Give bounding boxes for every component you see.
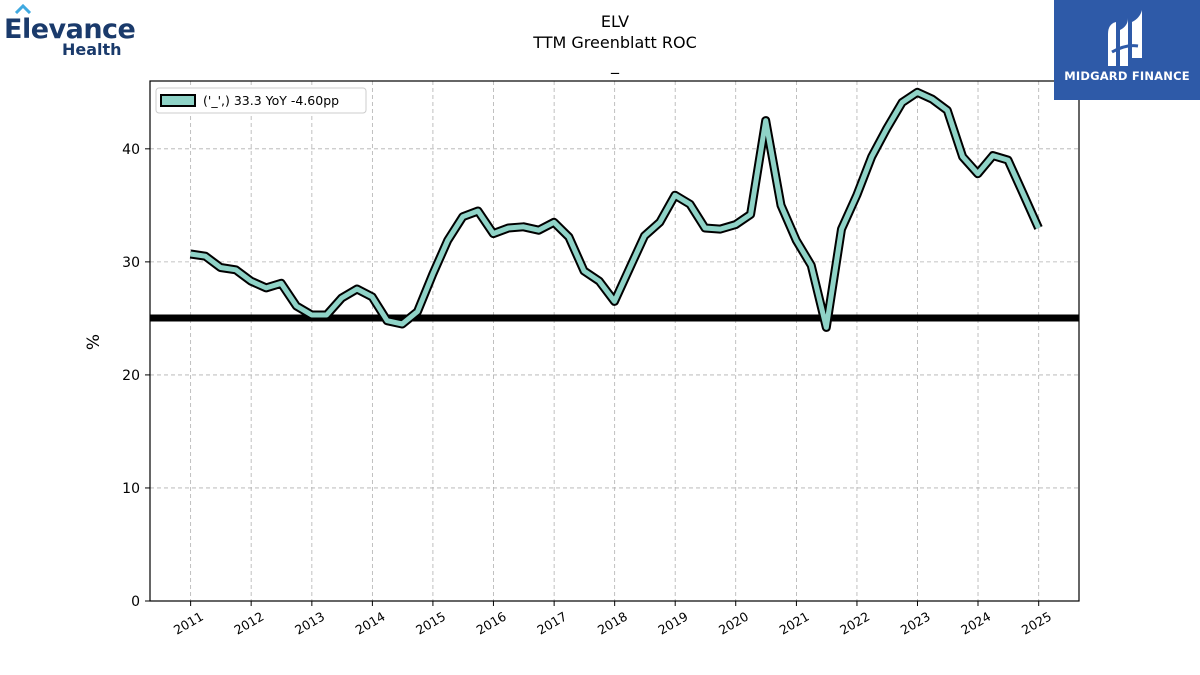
x-tick-label: 2020 — [716, 609, 751, 638]
elevance-health-logo: Elevance Health — [4, 4, 136, 60]
x-tick-label: 2024 — [958, 609, 993, 638]
legend-swatch — [160, 94, 196, 107]
y-tick-label: 40 — [122, 142, 140, 158]
series-layer — [189, 87, 1043, 332]
y-axis-label: % — [84, 334, 104, 350]
y-tick-label: 20 — [122, 368, 140, 384]
y-tick-label: 0 — [131, 594, 140, 610]
midgard-mark-icon — [1108, 10, 1142, 66]
x-tick-label: 2014 — [353, 609, 388, 638]
x-tick-label: 2012 — [231, 609, 266, 638]
logo-brand-text: Elevance — [4, 14, 136, 45]
x-tick-label: 2025 — [1019, 609, 1054, 638]
x-tick-label: 2021 — [777, 609, 812, 638]
logo-right-name: MIDGARD FINANCE — [1064, 69, 1190, 83]
x-tick-label: 2018 — [595, 609, 630, 638]
y-tick-label: 10 — [122, 481, 140, 497]
chart-subtitle: TTM Greenblatt ROC — [532, 33, 697, 52]
legend-box — [155, 87, 367, 114]
x-tick-label: 2013 — [292, 609, 327, 638]
x-tick-label: 2015 — [413, 609, 448, 638]
grid — [150, 81, 1079, 601]
x-tick-label: 2022 — [837, 609, 872, 638]
y-tick-label: 30 — [122, 255, 140, 271]
legend[interactable]: ('_',) 33.3 YoY -4.60pp — [155, 87, 367, 114]
x-tick-label: 2017 — [534, 609, 569, 638]
y-axis: 0 10 20 30 40 — [122, 142, 150, 610]
chart-title: ELV — [601, 12, 629, 31]
series-line — [190, 89, 1041, 330]
x-tick-label: 2016 — [474, 609, 509, 638]
chart-sub-subtitle: _ — [610, 55, 620, 75]
x-tick-label: 2011 — [171, 609, 206, 638]
x-tick-label: 2019 — [655, 609, 690, 638]
midgard-finance-logo: MIDGARD FINANCE — [1054, 0, 1200, 100]
x-tick-label: 2023 — [898, 609, 933, 638]
logo-sub-text: Health — [62, 40, 122, 59]
legend-label: ('_',) 33.3 YoY -4.60pp — [203, 93, 339, 108]
x-axis: 2011 2012 2013 2014 2015 2016 2017 2018 2019 2020… — [171, 601, 1054, 638]
caret-icon — [14, 4, 32, 14]
